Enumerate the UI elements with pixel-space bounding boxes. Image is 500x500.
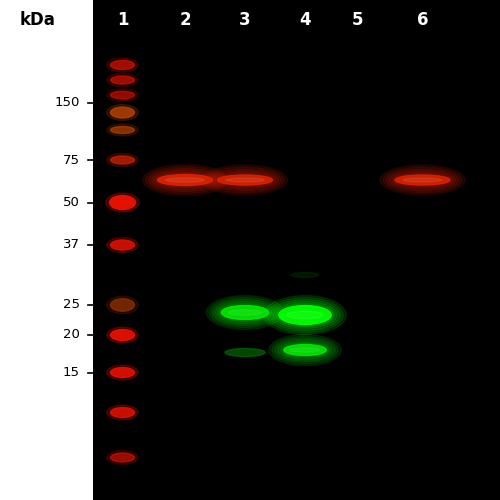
Text: 25: 25 bbox=[63, 298, 80, 312]
Ellipse shape bbox=[110, 298, 134, 311]
Ellipse shape bbox=[142, 164, 228, 196]
Ellipse shape bbox=[270, 300, 340, 330]
Ellipse shape bbox=[208, 169, 282, 191]
Ellipse shape bbox=[221, 306, 269, 320]
Ellipse shape bbox=[158, 174, 212, 186]
Ellipse shape bbox=[107, 58, 138, 72]
Text: 6: 6 bbox=[417, 11, 428, 29]
Ellipse shape bbox=[110, 368, 134, 378]
Ellipse shape bbox=[206, 167, 284, 193]
Ellipse shape bbox=[226, 178, 264, 182]
Ellipse shape bbox=[110, 60, 134, 70]
Ellipse shape bbox=[110, 76, 134, 84]
Ellipse shape bbox=[148, 168, 222, 192]
Text: 50: 50 bbox=[63, 196, 80, 209]
Ellipse shape bbox=[110, 408, 134, 418]
Ellipse shape bbox=[202, 165, 288, 195]
Ellipse shape bbox=[107, 104, 138, 120]
Ellipse shape bbox=[110, 453, 134, 462]
Ellipse shape bbox=[214, 173, 276, 187]
Ellipse shape bbox=[154, 172, 216, 188]
Ellipse shape bbox=[276, 304, 334, 326]
Text: 4: 4 bbox=[299, 11, 311, 29]
Ellipse shape bbox=[212, 171, 278, 189]
Ellipse shape bbox=[272, 336, 338, 363]
Ellipse shape bbox=[380, 165, 465, 195]
Text: 15: 15 bbox=[63, 366, 80, 379]
Ellipse shape bbox=[386, 169, 459, 191]
Ellipse shape bbox=[110, 107, 134, 118]
Ellipse shape bbox=[395, 175, 450, 185]
Ellipse shape bbox=[284, 344, 326, 356]
Ellipse shape bbox=[403, 178, 442, 182]
Text: 5: 5 bbox=[352, 11, 363, 29]
Text: 3: 3 bbox=[239, 11, 251, 29]
Text: 1: 1 bbox=[117, 11, 128, 29]
Bar bbox=[0, 0, 92, 500]
Ellipse shape bbox=[107, 365, 138, 380]
Ellipse shape bbox=[107, 296, 138, 314]
Text: 2: 2 bbox=[179, 11, 191, 29]
Ellipse shape bbox=[110, 126, 134, 134]
Ellipse shape bbox=[107, 89, 138, 101]
Ellipse shape bbox=[392, 173, 453, 187]
Ellipse shape bbox=[267, 298, 343, 332]
Ellipse shape bbox=[110, 330, 134, 340]
Ellipse shape bbox=[215, 302, 275, 324]
Ellipse shape bbox=[110, 156, 134, 164]
Ellipse shape bbox=[278, 340, 332, 359]
Ellipse shape bbox=[225, 348, 265, 356]
Text: 37: 37 bbox=[63, 238, 80, 252]
Ellipse shape bbox=[269, 334, 341, 366]
Ellipse shape bbox=[290, 348, 320, 352]
Ellipse shape bbox=[110, 196, 136, 209]
Ellipse shape bbox=[281, 342, 329, 357]
Ellipse shape bbox=[152, 170, 218, 190]
Ellipse shape bbox=[106, 193, 139, 212]
Ellipse shape bbox=[107, 74, 138, 86]
Ellipse shape bbox=[146, 166, 224, 194]
Ellipse shape bbox=[110, 240, 134, 250]
Text: 20: 20 bbox=[63, 328, 80, 342]
Ellipse shape bbox=[286, 311, 324, 319]
Ellipse shape bbox=[110, 91, 134, 99]
Ellipse shape bbox=[212, 300, 278, 326]
Text: kDa: kDa bbox=[20, 11, 56, 29]
Ellipse shape bbox=[206, 296, 284, 330]
Ellipse shape bbox=[273, 302, 337, 328]
Text: 75: 75 bbox=[63, 154, 80, 166]
Ellipse shape bbox=[166, 178, 204, 182]
Ellipse shape bbox=[389, 171, 456, 189]
Ellipse shape bbox=[107, 124, 138, 136]
Ellipse shape bbox=[107, 238, 138, 252]
Ellipse shape bbox=[275, 338, 335, 361]
Ellipse shape bbox=[218, 175, 272, 185]
Text: 150: 150 bbox=[54, 96, 80, 109]
Ellipse shape bbox=[209, 298, 281, 328]
Ellipse shape bbox=[107, 405, 138, 420]
Ellipse shape bbox=[107, 450, 138, 464]
Ellipse shape bbox=[264, 296, 346, 335]
Ellipse shape bbox=[279, 306, 331, 324]
Ellipse shape bbox=[291, 272, 319, 278]
Ellipse shape bbox=[218, 304, 272, 322]
Ellipse shape bbox=[383, 167, 462, 193]
Ellipse shape bbox=[228, 310, 262, 316]
Ellipse shape bbox=[107, 327, 138, 343]
Ellipse shape bbox=[107, 154, 138, 166]
